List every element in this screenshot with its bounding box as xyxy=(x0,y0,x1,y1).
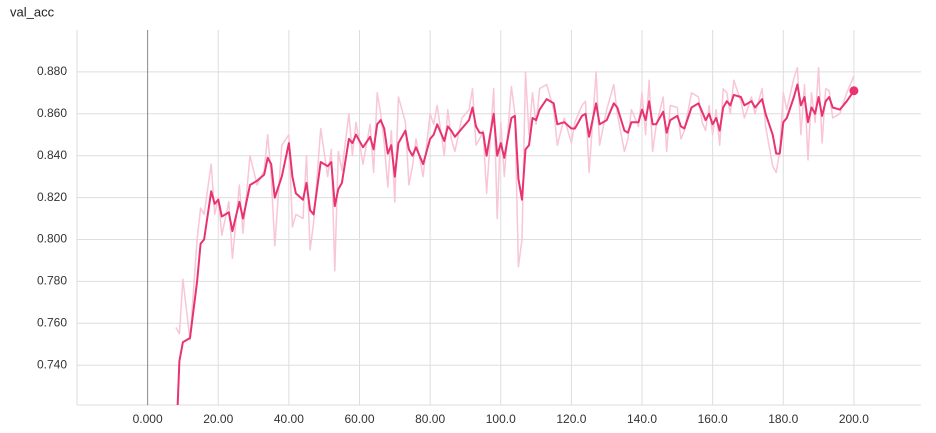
x-tick-label: 0.000 xyxy=(133,412,163,426)
y-tick-label: 0.840 xyxy=(37,148,67,162)
x-tick-label: 60.00 xyxy=(344,412,374,426)
line-raw xyxy=(175,66,855,341)
x-tick-label: 120.0 xyxy=(556,412,586,426)
y-tick-label: 0.800 xyxy=(37,232,67,246)
last-point xyxy=(849,86,859,96)
y-tick-label: 0.780 xyxy=(37,274,67,288)
y-tick-label: 0.880 xyxy=(37,64,67,78)
line-smoothed xyxy=(176,83,855,405)
chart-title: val_acc xyxy=(10,4,55,19)
y-tick-label: 0.820 xyxy=(37,190,67,204)
x-tick-label: 180.0 xyxy=(768,412,798,426)
plot-area xyxy=(175,66,859,405)
x-tick-label: 40.00 xyxy=(274,412,304,426)
x-tick-label: 140.0 xyxy=(627,412,657,426)
grid: 0.740 0.760 0.780 0.800 0.820 0.840 0.860 0.880… xyxy=(37,30,921,426)
x-tick-label: 80.00 xyxy=(415,412,445,426)
y-tick-label: 0.740 xyxy=(37,357,67,371)
x-tick-label: 100.0 xyxy=(486,412,516,426)
x-tick-label: 200.0 xyxy=(839,412,869,426)
x-tick-label: 20.00 xyxy=(203,412,233,426)
y-tick-label: 0.860 xyxy=(37,106,67,120)
y-tick-label: 0.760 xyxy=(37,315,67,329)
x-tick-label: 160.0 xyxy=(698,412,728,426)
